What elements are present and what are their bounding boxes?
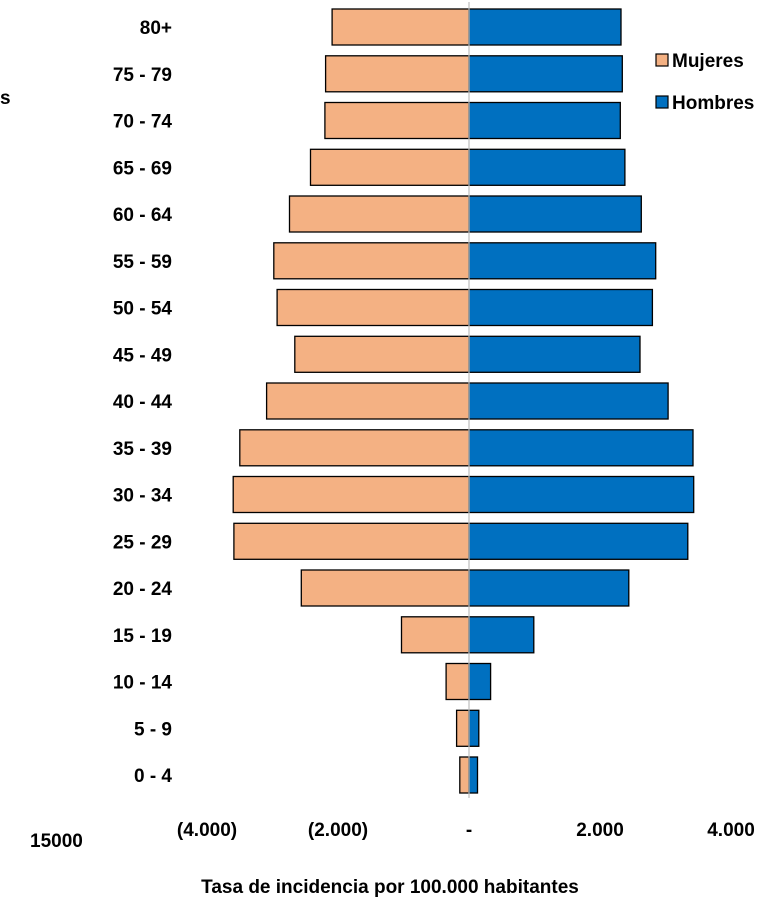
bar-mujeres-55-59: [273, 242, 470, 280]
bar-hombres-0-4: [468, 756, 479, 794]
x-tick-label: (4.000): [177, 820, 237, 841]
bar-hombres-40-44: [468, 382, 669, 420]
category-label: 55 - 59: [113, 252, 172, 273]
bar-mujeres-0-4: [459, 756, 470, 794]
legend-label-mujeres: Mujeres: [672, 51, 744, 72]
bars-layer: [232, 8, 695, 794]
bar-hombres-75-79: [468, 55, 623, 93]
bar-mujeres-35-39: [239, 429, 470, 467]
category-label: 45 - 49: [113, 345, 172, 366]
category-label: 20 - 24: [113, 579, 173, 600]
bar-hombres-45-49: [468, 335, 641, 373]
bar-mujeres-15-19: [400, 616, 470, 654]
legend-swatch-mujeres: [655, 53, 669, 67]
category-label: 35 - 39: [113, 439, 172, 460]
category-labels: 0 - 4 5 - 9 10 - 14 15 - 19 20 - 24 25 - 29 30…: [113, 18, 173, 787]
bar-mujeres-40-44: [265, 382, 470, 420]
bar-mujeres-10-14: [445, 662, 470, 701]
bar-hombres-70-74: [468, 101, 621, 140]
category-label: 30 - 34: [113, 486, 173, 507]
legend: Mujeres Hombres: [655, 51, 754, 114]
bar-hombres-5-9: [468, 709, 480, 747]
category-label: 15 - 19: [113, 626, 172, 647]
bar-mujeres-65-69: [309, 148, 470, 186]
bar-mujeres-50-54: [276, 288, 470, 327]
stray-value-label: 15000: [30, 831, 83, 852]
bar-mujeres-30-34: [232, 475, 470, 514]
stray-letter-label: s: [0, 88, 11, 109]
category-label: 65 - 69: [113, 158, 172, 179]
bar-hombres-10-14: [468, 662, 492, 701]
x-tick-label: 4.000: [707, 820, 755, 841]
bar-hombres-50-54: [468, 288, 654, 327]
bar-hombres-30-34: [468, 475, 695, 514]
bar-mujeres-20-24: [300, 569, 470, 607]
bar-hombres-15-19: [468, 616, 535, 654]
bar-mujeres-70-74: [324, 101, 470, 140]
bar-mujeres-25-29: [233, 522, 470, 560]
bar-hombres-65-69: [468, 148, 626, 186]
bar-hombres-55-59: [468, 242, 657, 280]
legend-swatch-hombres: [655, 95, 669, 109]
bar-mujeres-45-49: [294, 335, 470, 373]
x-tick-label: -: [466, 820, 472, 841]
x-axis-title: Tasa de incidencia por 100.000 habitante…: [201, 877, 579, 898]
bar-hombres-60-64: [468, 195, 642, 233]
bar-hombres-25-29: [468, 522, 689, 560]
bar-mujeres-80plus: [331, 8, 470, 46]
category-label: 40 - 44: [113, 392, 173, 413]
category-label: 5 - 9: [134, 719, 172, 740]
category-label: 80+: [140, 18, 172, 39]
bar-mujeres-75-79: [324, 55, 470, 93]
bar-mujeres-5-9: [455, 709, 470, 747]
bar-mujeres-60-64: [288, 195, 470, 233]
category-label: 25 - 29: [113, 532, 172, 553]
bar-hombres-35-39: [468, 429, 694, 467]
category-label: 10 - 14: [113, 673, 173, 694]
category-label: 70 - 74: [113, 112, 173, 133]
legend-label-hombres: Hombres: [672, 93, 754, 114]
x-tick-labels: (4.000) (2.000) - 2.000 4.000: [177, 820, 755, 841]
category-label: 60 - 64: [113, 205, 173, 226]
bar-hombres-80plus: [468, 8, 622, 46]
category-label: 50 - 54: [113, 299, 173, 320]
category-label: 0 - 4: [134, 766, 172, 787]
x-tick-label: 2.000: [576, 820, 624, 841]
x-tick-label: (2.000): [308, 820, 368, 841]
bar-hombres-20-24: [468, 569, 630, 607]
category-label: 75 - 79: [113, 65, 172, 86]
